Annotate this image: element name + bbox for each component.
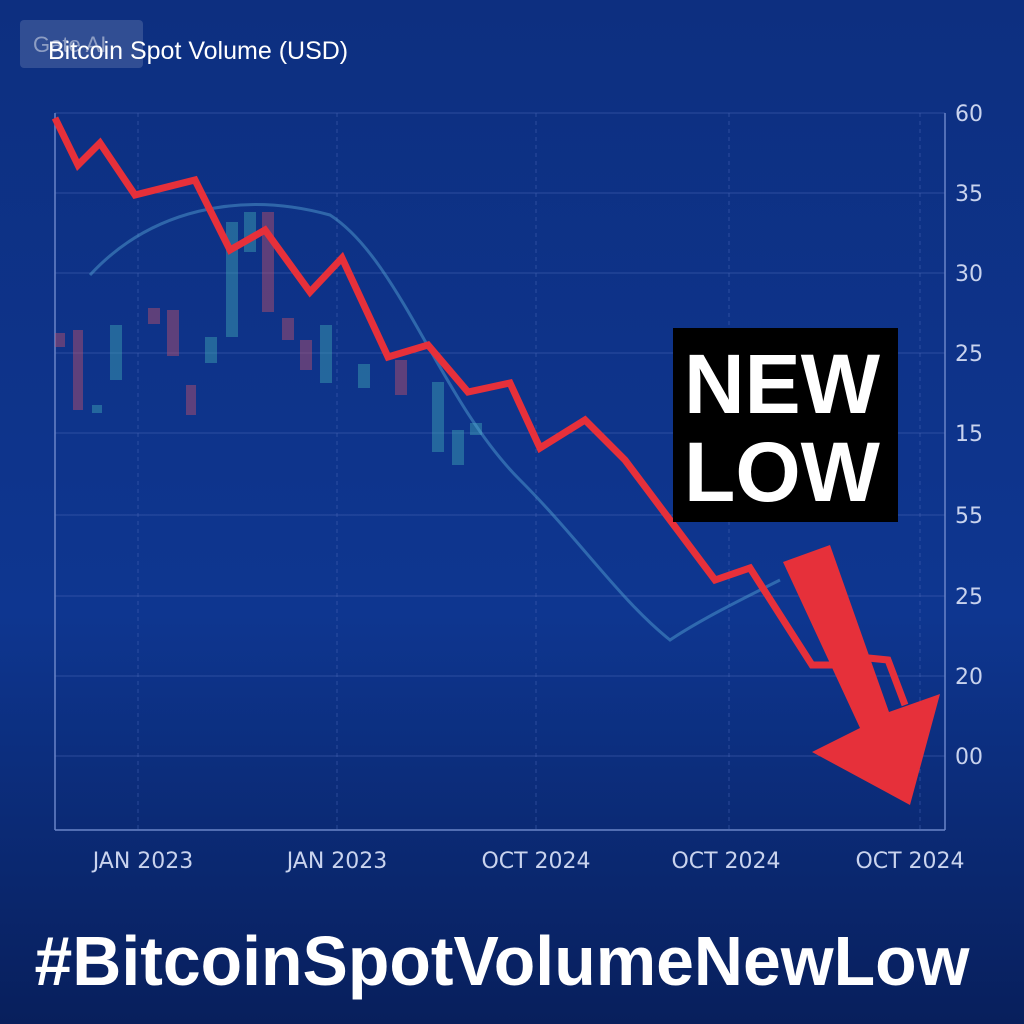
x-label: OCT 2024 [671, 849, 780, 874]
y-label: 00 [955, 745, 983, 770]
y-label: 60 [955, 102, 983, 127]
trend-line [51, 116, 909, 707]
y-label: 35 [955, 182, 983, 207]
x-label: OCT 2024 [481, 849, 590, 874]
x-label: JAN 2023 [285, 849, 388, 874]
y-label: 20 [955, 665, 983, 690]
badge-line: LOW [684, 425, 881, 519]
badge-line: NEW [684, 337, 881, 431]
down-arrow [783, 545, 940, 805]
x-label: OCT 2024 [855, 849, 964, 874]
background-candles [55, 212, 482, 465]
y-label: 55 [955, 504, 983, 529]
y-label: 15 [955, 422, 983, 447]
badge-box [673, 328, 898, 522]
y-axis-labels: 60 35 30 25 15 55 25 20 00 [955, 102, 983, 770]
watermark: Gate AI [33, 32, 106, 57]
hashtag: #BitcoinSpotVolumeNewLow [35, 922, 971, 1000]
y-label: 30 [955, 262, 983, 287]
grid [55, 112, 945, 830]
y-label: 25 [955, 342, 983, 367]
chart-title: Bitcoin Spot Volume (USD) [48, 37, 348, 65]
y-label: 25 [955, 585, 983, 610]
watermark-box [20, 20, 143, 68]
x-label: JAN 2023 [91, 849, 194, 874]
x-axis-labels: JAN 2023 JAN 2023 OCT 2024 OCT 2024 OCT … [91, 849, 965, 874]
axes [54, 113, 946, 831]
background-line [88, 203, 781, 642]
